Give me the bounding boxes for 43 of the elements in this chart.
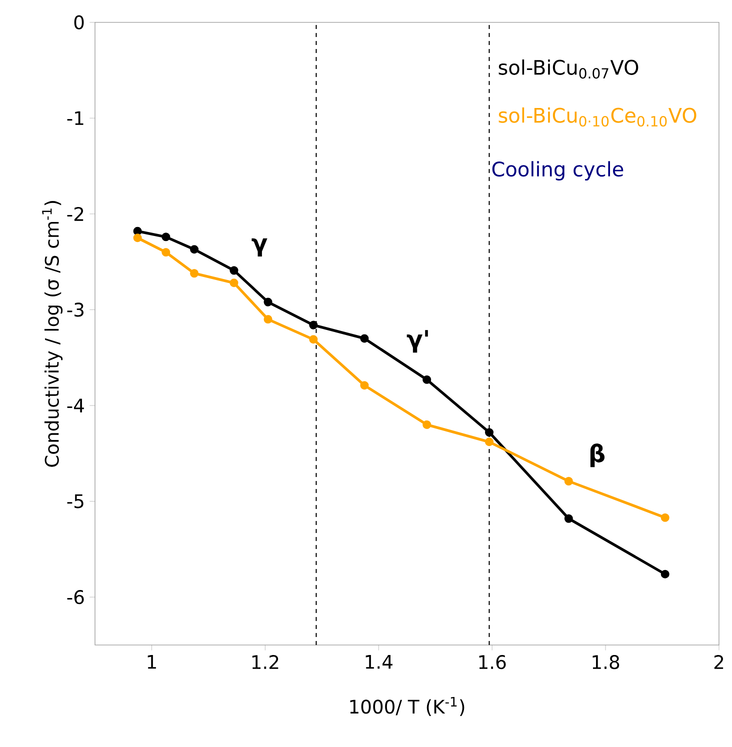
x-tick-label: 1.8 bbox=[592, 655, 620, 670]
point bbox=[309, 335, 318, 344]
point bbox=[422, 420, 432, 429]
point bbox=[162, 248, 170, 257]
annotation: γ bbox=[252, 238, 268, 257]
x-tick-label: 1.2 bbox=[252, 655, 278, 669]
y-tick-label: -3 bbox=[67, 302, 84, 317]
text: sol-BiCu$_{0.07}$VO bbox=[498, 59, 638, 79]
point bbox=[264, 315, 272, 324]
point bbox=[190, 245, 199, 254]
y-tick-label: -5 bbox=[67, 494, 84, 508]
point bbox=[230, 266, 238, 275]
point bbox=[564, 514, 573, 523]
point bbox=[484, 438, 494, 446]
x-tick-label: 2 bbox=[714, 655, 724, 669]
x-tick-label: 1.4 bbox=[366, 655, 392, 669]
point bbox=[309, 320, 318, 330]
y-tick-label: -6 bbox=[67, 590, 84, 604]
point bbox=[660, 513, 670, 522]
y-tick-label: -1 bbox=[67, 111, 84, 125]
annotation: γ' bbox=[406, 330, 428, 353]
y-tick-label: 0 bbox=[74, 15, 84, 30]
point bbox=[230, 278, 238, 288]
x-axis-title: 1000/ T (K$^{-1}$) bbox=[350, 696, 464, 716]
point bbox=[133, 226, 142, 236]
point bbox=[360, 381, 369, 390]
point bbox=[360, 334, 369, 343]
point bbox=[564, 476, 573, 486]
point bbox=[660, 570, 670, 578]
x-tick-label: 1 bbox=[148, 655, 156, 669]
y-tick-label: -4 bbox=[67, 398, 84, 412]
point bbox=[422, 375, 432, 384]
y-tick-label: -2 bbox=[67, 206, 84, 221]
x-tick-label: 1.6 bbox=[479, 655, 506, 670]
text: sol-BiCu$_{0·10}$Ce$_{0.10}$VO bbox=[498, 107, 696, 127]
annotation: β bbox=[590, 444, 605, 468]
y-axis-title: Conductivity / log (σ /S cm$^{-1}$) bbox=[42, 201, 63, 467]
point bbox=[190, 269, 199, 278]
annotation: Cooling cycle bbox=[492, 161, 624, 180]
point bbox=[162, 232, 170, 242]
point bbox=[264, 298, 272, 306]
point bbox=[484, 428, 494, 437]
point bbox=[133, 234, 142, 242]
